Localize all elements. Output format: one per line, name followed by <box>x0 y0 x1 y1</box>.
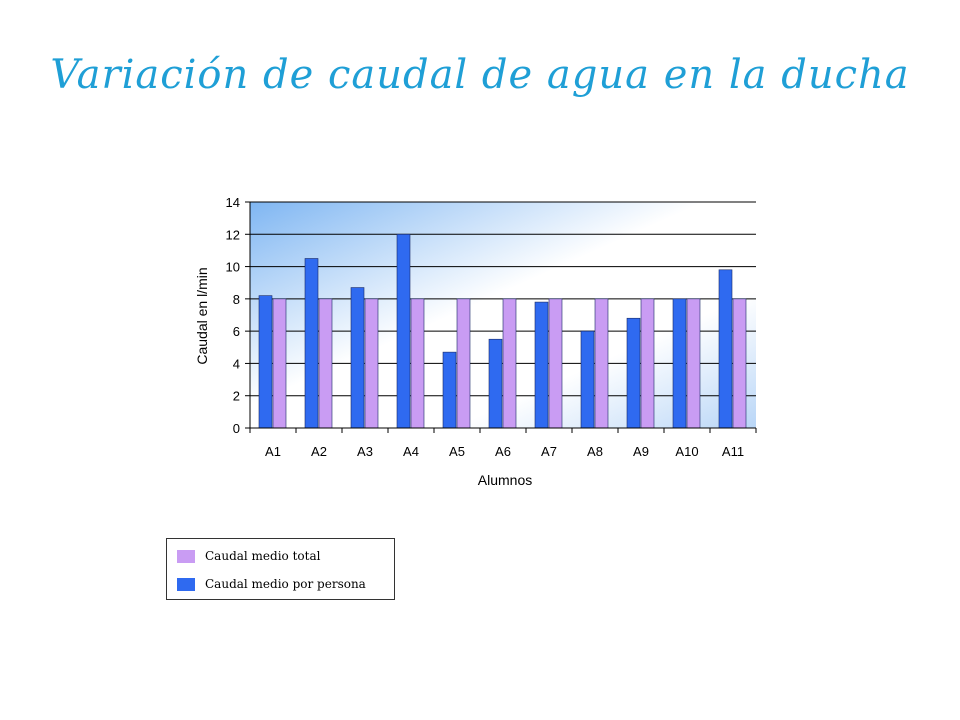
bar-persona-A8 <box>580 330 595 429</box>
bar-total-A10 <box>686 298 701 429</box>
x-tick-label: A6 <box>495 444 511 459</box>
legend-swatch-persona <box>177 577 195 591</box>
bar-total-A2 <box>318 298 333 429</box>
bar-persona-A3 <box>350 287 365 429</box>
bar-total-A1 <box>272 298 287 429</box>
bar-persona-A7 <box>534 301 549 429</box>
bar-total-A7 <box>548 298 563 429</box>
legend-item-persona: Caudal medio por persona <box>177 576 366 592</box>
bar-persona-A9 <box>626 317 641 429</box>
bar-total-A3 <box>364 298 379 429</box>
legend-label-persona: Caudal medio por persona <box>205 577 366 591</box>
x-tick-label: A4 <box>403 444 419 459</box>
y-tick-label: 12 <box>226 227 240 242</box>
bar-persona-A6 <box>488 338 503 429</box>
bar-total-A11 <box>732 298 747 429</box>
bar-total-A6 <box>502 298 517 429</box>
bar-persona-A10 <box>672 298 687 429</box>
x-tick-label: A3 <box>357 444 373 459</box>
legend-item-total: Caudal medio total <box>177 548 320 564</box>
bar-persona-A1 <box>258 295 273 429</box>
bar-total-A9 <box>640 298 655 429</box>
bar-persona-A5 <box>442 351 457 429</box>
y-tick-label: 8 <box>233 292 240 307</box>
legend-swatch-total <box>177 549 195 563</box>
y-tick-label: 14 <box>226 195 240 210</box>
x-tick-label: A9 <box>633 444 649 459</box>
bars <box>258 233 747 429</box>
y-tick-label: 2 <box>233 389 240 404</box>
y-tick-label: 10 <box>226 260 240 275</box>
bar-persona-A2 <box>304 258 319 429</box>
bar-total-A4 <box>410 298 425 429</box>
y-tick-label: 6 <box>233 324 240 339</box>
y-axis-title: Caudal en l/min <box>194 267 210 364</box>
x-tick-label: A2 <box>311 444 327 459</box>
x-tick-label: A8 <box>587 444 603 459</box>
y-tick-label: 4 <box>233 356 240 371</box>
tick-labels: 0 2 4 6 8 10 12 14 A1 A2 A3 A4 A5 A6 A7 A8 A9 A10 A11 <box>226 195 745 459</box>
y-tick-label: 0 <box>233 421 240 436</box>
bar-total-A5 <box>456 298 471 429</box>
x-tick-label: A5 <box>449 444 465 459</box>
x-tick-label: A7 <box>541 444 557 459</box>
bar-persona-A11 <box>718 269 733 429</box>
legend-label-total: Caudal medio total <box>205 549 321 563</box>
bar-persona-A4 <box>396 233 411 429</box>
page-title: Variación de caudal de agua en la ducha <box>50 52 910 98</box>
x-tick-label: A10 <box>675 444 698 459</box>
x-tick-label: A11 <box>722 444 744 459</box>
x-axis-title: Alumnos <box>478 472 532 488</box>
axes <box>245 201 757 433</box>
x-tick-label: A1 <box>265 444 281 459</box>
legend: Caudal medio total Caudal medio por pers… <box>166 538 395 600</box>
bar-total-A8 <box>594 298 609 429</box>
